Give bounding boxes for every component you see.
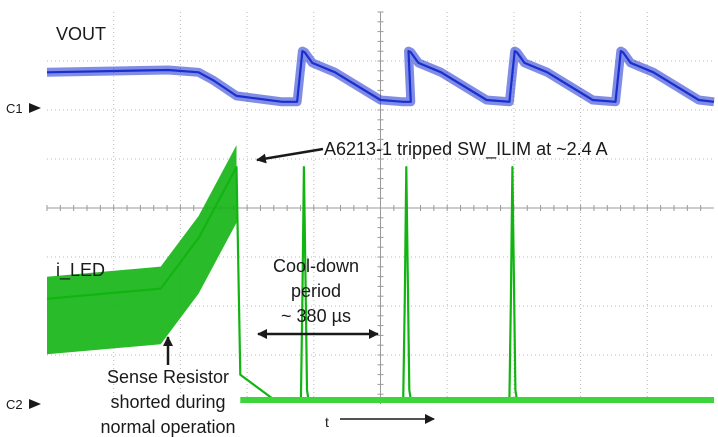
channel-label-iled: i_LED	[56, 260, 105, 281]
short-label-line2: shorted during	[110, 392, 225, 412]
cooldown-label-line3: ~ 380 µs	[281, 306, 351, 326]
traces	[46, 46, 715, 403]
channel-label-vout: VOUT	[56, 24, 106, 44]
trace-vout-noise-envelope	[46, 46, 715, 107]
cooldown-label-line2: period	[291, 281, 341, 301]
trip-annotation: A6213-1 tripped SW_ILIM at ~2.4 A	[324, 139, 608, 160]
short-label-line3: normal operation	[100, 417, 235, 437]
channel-marker-c2-arrow-icon	[29, 399, 41, 409]
trace-i-led	[46, 166, 714, 402]
trace-iled-ripple-band	[47, 145, 237, 355]
time-axis-label: t	[325, 414, 329, 430]
cooldown-label-line1: Cool-down	[273, 256, 359, 276]
channel-marker-c1: C1	[6, 101, 23, 116]
channel-marker-c1-arrow-icon	[29, 103, 41, 113]
short-label-line1: Sense Resistor	[107, 367, 229, 387]
channel-marker-c2: C2	[6, 397, 23, 412]
trip-arrow	[256, 147, 324, 164]
